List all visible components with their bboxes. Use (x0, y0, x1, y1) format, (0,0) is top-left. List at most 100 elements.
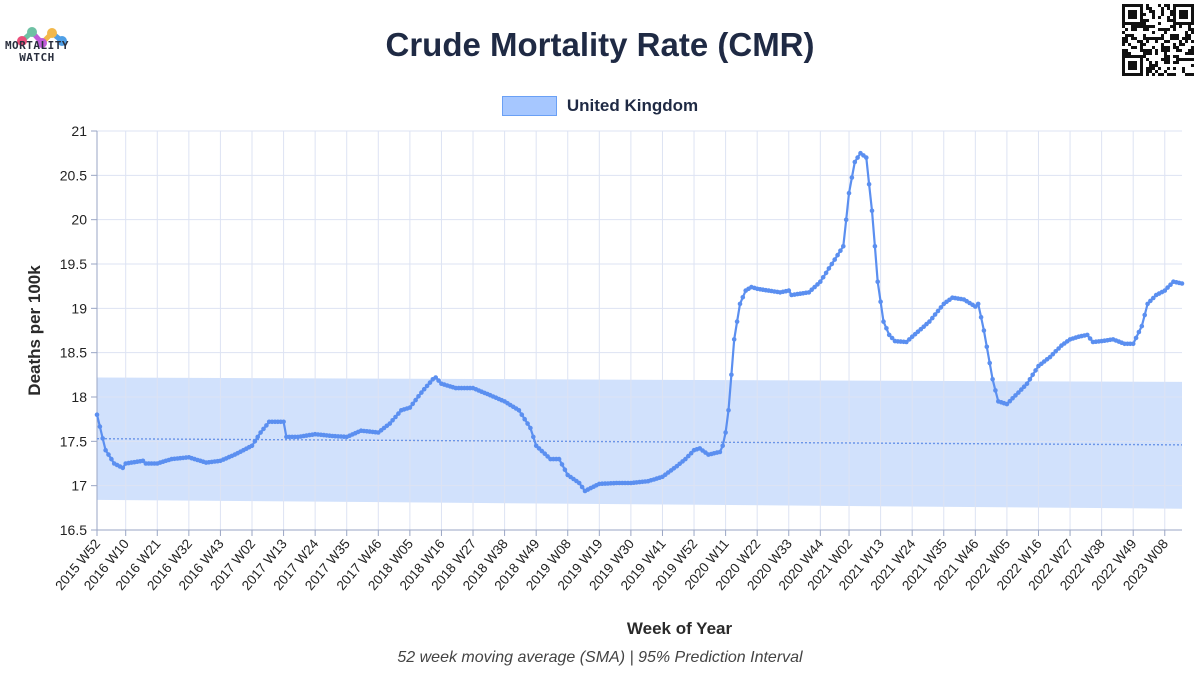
data-point (1130, 341, 1136, 347)
y-tick-label: 19.5 (60, 256, 87, 272)
data-point (932, 312, 938, 317)
data-point (396, 411, 401, 416)
data-point (559, 462, 565, 467)
data-point (579, 484, 585, 490)
data-point (387, 421, 393, 426)
data-point (249, 443, 255, 449)
data-point (536, 446, 542, 451)
data-point (1148, 298, 1153, 304)
y-tick-label: 19 (71, 300, 87, 316)
data-point (140, 458, 146, 464)
data-point (1053, 349, 1058, 354)
data-point (938, 305, 944, 310)
data-point (984, 344, 990, 350)
data-point (1085, 332, 1090, 338)
data-point (264, 423, 269, 428)
data-point (686, 453, 691, 459)
y-tick-label: 18.5 (60, 345, 87, 361)
data-point (812, 284, 817, 290)
data-point (427, 380, 433, 385)
data-point (1030, 372, 1035, 378)
data-point (1165, 285, 1170, 290)
data-point (881, 319, 886, 324)
y-tick-label: 17 (71, 478, 87, 494)
chart-legend[interactable]: United Kingdom (0, 96, 1200, 116)
legend-swatch (501, 96, 557, 116)
data-point (281, 419, 286, 425)
data-point (393, 414, 398, 420)
data-point (545, 454, 550, 459)
data-point (872, 244, 878, 249)
chart-title: Crude Mortality Rate (CMR) (385, 26, 815, 63)
data-point (1027, 377, 1033, 382)
data-point (416, 394, 421, 399)
data-point (1021, 384, 1027, 390)
data-point (1019, 387, 1024, 392)
data-point (843, 217, 849, 222)
data-point (100, 436, 105, 441)
data-point (835, 252, 840, 258)
data-point (987, 360, 992, 366)
data-point (726, 408, 731, 413)
data-point (1087, 336, 1093, 341)
data-point (866, 181, 872, 187)
legend-label: United Kingdom (566, 96, 699, 115)
data-point (875, 279, 880, 285)
data-point (1133, 335, 1139, 341)
data-point (1013, 393, 1018, 398)
x-axis-title: Week of Year (627, 619, 733, 638)
data-point (419, 390, 424, 395)
data-point (258, 430, 263, 435)
data-point (740, 295, 746, 300)
data-point (1033, 368, 1038, 373)
data-point (786, 288, 792, 293)
data-point (421, 386, 427, 392)
data-point (1050, 351, 1056, 357)
data-point (1047, 354, 1053, 360)
data-point (688, 450, 694, 456)
data-point (930, 315, 935, 321)
data-point (973, 304, 978, 309)
data-point (1136, 329, 1142, 335)
data-point (978, 314, 984, 320)
data-point (990, 377, 995, 382)
data-point (717, 449, 723, 455)
logo-line-2: WATCH (19, 51, 55, 64)
data-point (829, 261, 835, 267)
data-point (720, 443, 725, 449)
data-point (103, 447, 108, 453)
mortality-watch-logo (17, 27, 67, 48)
data-point (823, 270, 829, 276)
logo-line-1: MORTALITY (4, 39, 70, 52)
baseline-line (96, 437, 1183, 446)
data-point (864, 155, 869, 160)
data-point (981, 328, 987, 333)
data-point (120, 465, 126, 471)
data-point (1179, 281, 1185, 286)
data-point (1007, 398, 1013, 404)
y-tick-label: 20 (71, 212, 87, 228)
data-point (433, 375, 439, 380)
y-tick-label: 18 (71, 389, 87, 405)
data-point (734, 319, 740, 324)
prediction-interval-band (97, 377, 1182, 509)
data-point (522, 416, 527, 422)
data-point (1139, 323, 1145, 329)
data-point (531, 434, 536, 440)
data-point (886, 332, 892, 338)
chart-caption: 52 week moving average (SMA) | 95% Predi… (397, 649, 803, 666)
data-point (889, 335, 895, 341)
data-point (723, 430, 728, 435)
series-united-kingdom (94, 150, 1185, 494)
data-point (1168, 282, 1173, 288)
data-point (1162, 288, 1168, 293)
data-point (1145, 301, 1150, 307)
data-point (935, 308, 941, 314)
data-point (424, 383, 430, 389)
data-point (838, 248, 843, 253)
data-point (1151, 295, 1156, 301)
y-axis-title: Deaths per 100k (25, 265, 44, 396)
data-point (852, 159, 858, 165)
data-point (413, 397, 418, 403)
